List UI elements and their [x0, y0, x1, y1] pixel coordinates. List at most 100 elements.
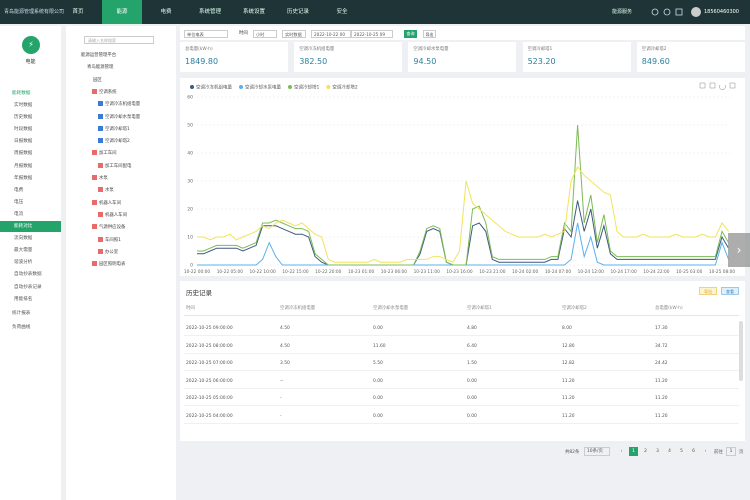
goto-input[interactable]: 1	[726, 447, 736, 456]
table-cell: 0.00	[467, 414, 477, 419]
table-cell: 11.20	[562, 414, 575, 419]
menu-group[interactable]: 能耗数据	[12, 91, 31, 96]
menu[interactable]: 能源服务	[612, 9, 633, 15]
node-label: 能源运营管理平台	[81, 53, 117, 58]
menu-item[interactable]: 谐波分析	[14, 260, 33, 266]
tree-node[interactable]: 机器人车间	[98, 211, 127, 221]
start-date[interactable]: 2022-10-22 00	[311, 30, 351, 38]
toolbox-icon	[719, 84, 726, 90]
menu-group[interactable]: 负荷曲线	[12, 324, 31, 330]
search[interactable]: 请输入名称搜索	[84, 36, 154, 44]
meter-select[interactable]: 单位电表	[184, 30, 228, 38]
tree-node[interactable]: 加工车间	[92, 149, 117, 159]
next-arrow[interactable]: ›	[728, 233, 750, 267]
nav-item[interactable]: 安全	[336, 9, 348, 15]
mode-select[interactable]: 实时数据	[282, 30, 306, 38]
page-button[interactable]: 2	[641, 447, 650, 456]
kpi-value: 382.50	[299, 57, 328, 66]
table-cell: 0.00	[373, 396, 383, 402]
tree-node[interactable]: 园区照明电表	[92, 260, 125, 270]
node-label: 水泵	[105, 188, 114, 194]
tree-node[interactable]: 机器人车间	[92, 199, 121, 209]
page-button[interactable]: 1	[629, 447, 638, 456]
kpi-card: 总电量(kW·h) 1849.80	[180, 42, 288, 72]
end-date[interactable]: 2022-10-25 09	[351, 30, 393, 38]
series-line	[197, 200, 730, 266]
tree-node[interactable]: 能源运营管理平台	[74, 51, 116, 61]
nav-item[interactable]: 历史记录	[286, 9, 309, 15]
view-button[interactable]: 查看	[721, 287, 739, 295]
legend-label: 空调冷却塔1	[294, 84, 319, 91]
tree-node[interactable]: 加工车间配电	[98, 162, 131, 172]
toolbox-icon	[699, 82, 706, 89]
node-label: 机器人车间	[99, 200, 121, 206]
table-cell: 5.50	[373, 361, 383, 367]
kpi-value: 94.50	[413, 57, 437, 66]
table-cell: 11.20	[562, 396, 575, 402]
export-button[interactable]: 导出	[423, 30, 436, 38]
node-label: 园区	[93, 77, 102, 83]
prev[interactable]: ‹	[620, 449, 623, 454]
menu-item[interactable]: 历史数据	[14, 115, 33, 121]
kpi-value: 1849.80	[185, 57, 219, 66]
tree-node[interactable]: 空调冷冻机组电量	[98, 100, 140, 110]
menu-item[interactable]: 自动抄表数据	[14, 272, 42, 278]
menu-item[interactable]: 用能排名	[14, 296, 33, 302]
menu-item[interactable]: 最大需量	[14, 248, 33, 254]
menu-item[interactable]: 周报数据	[14, 151, 33, 157]
kpi-value: 523.20	[527, 57, 556, 66]
menu-item[interactable]: 日报数据	[14, 139, 33, 145]
menu-item[interactable]: 自动抄表记录	[14, 284, 42, 290]
column-header: 空调冷冻机组电量	[280, 306, 316, 311]
tree-node[interactable]: 车间照1	[98, 236, 121, 246]
legend-swatch	[288, 85, 292, 89]
page-size[interactable]: 10条/页	[584, 447, 610, 456]
node-label: 机器人车间	[105, 212, 127, 218]
menu-item[interactable]: 年报数据	[14, 175, 33, 181]
tree-node[interactable]: 水泵	[92, 174, 108, 184]
next[interactable]: ›	[704, 449, 707, 454]
query-button[interactable]: 查询	[404, 30, 417, 38]
series-line	[197, 166, 729, 263]
kpi-card: 空调冷却塔1 523.20	[522, 42, 631, 72]
granularity-select[interactable]: 小时	[253, 30, 277, 38]
node-icon	[98, 113, 103, 119]
nav-item[interactable]: 电费	[160, 9, 172, 15]
tree-node[interactable]: 水泵	[98, 186, 114, 196]
node-icon	[92, 175, 97, 180]
nav-item[interactable]: 系统设置	[242, 9, 265, 15]
tree-node[interactable]: 空调冷却水泵电量	[98, 113, 140, 123]
nav-item[interactable]: 能源	[102, 0, 142, 24]
menu-item[interactable]: 月报数据	[14, 163, 33, 169]
menu-item[interactable]: 时段数据	[14, 127, 33, 133]
page-button[interactable]: 6	[689, 447, 698, 456]
menu-item[interactable]: 流向数据	[14, 236, 33, 242]
node-label: 空调冷却水泵电量	[105, 114, 141, 120]
menu-item[interactable]: 实时数据	[14, 103, 33, 108]
page-button[interactable]: 4	[665, 447, 674, 456]
tree-node[interactable]: 青岛能源管理	[80, 63, 113, 73]
x-tick-label: 10-24 12:00	[578, 269, 605, 275]
nav-item[interactable]: 系统管理	[198, 9, 221, 15]
scrollbar	[739, 321, 743, 381]
tree-node[interactable]: 空调系统	[92, 88, 117, 98]
export-button[interactable]: 导出	[699, 287, 717, 295]
tree-node[interactable]: 园区	[86, 76, 102, 86]
tree-node[interactable]: 空调冷却塔2	[98, 137, 130, 147]
menu-item[interactable]: 电费	[14, 187, 24, 193]
tree-node[interactable]: 气源供应设备	[92, 223, 125, 233]
tree-node[interactable]: 空调冷却塔1	[98, 125, 130, 135]
menu-item[interactable]: 电流	[14, 211, 24, 217]
table-cell: 12.80	[562, 343, 575, 349]
menu-item[interactable]: 能耗对比	[0, 221, 61, 232]
table-cell: 11.20	[655, 378, 668, 384]
menu-group[interactable]: 统计报表	[12, 310, 31, 316]
nav-item[interactable]: 首页	[72, 9, 84, 15]
menu-item[interactable]: 电压	[14, 199, 24, 205]
page-button[interactable]: 5	[677, 447, 686, 456]
table-cell: 0.00	[467, 396, 477, 402]
tree-node[interactable]: 办公室	[98, 248, 118, 258]
page-button[interactable]: 3	[653, 447, 662, 456]
table-cell: 2022-10-25 07:00:00	[186, 361, 233, 367]
